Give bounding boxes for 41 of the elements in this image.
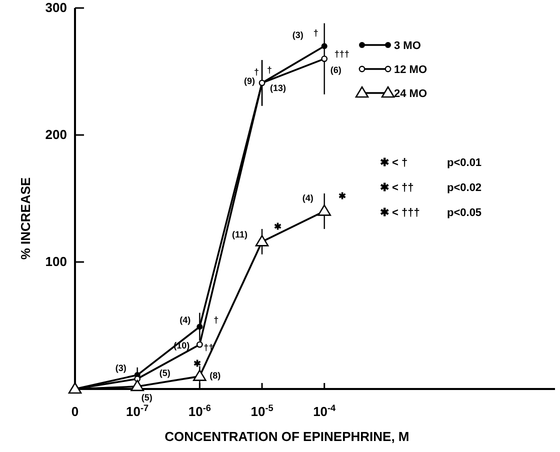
annotation: (3) [292, 30, 304, 40]
text: ✱ < † [380, 157, 408, 169]
x-tick-label: 10$^{-7}$ [126, 403, 149, 419]
annotation: ††† [334, 48, 350, 59]
annotation: (4) [180, 314, 191, 325]
legend-label: 24 MO [394, 88, 428, 100]
annotation: † [313, 28, 318, 38]
annotation: (11) [232, 230, 248, 240]
legend-label: 3 MO [394, 40, 422, 52]
x-tick-label: 10$^{-4}$ [313, 403, 337, 419]
annotation: (5) [141, 392, 152, 402]
legend-entry: 3 MO [359, 40, 421, 52]
annotation: † [267, 64, 272, 75]
annotation: †† [204, 342, 214, 353]
text: p<0.02 [447, 182, 482, 194]
legend-label: 12 MO [394, 64, 428, 76]
text: p<0.01 [447, 157, 482, 169]
annotation: (4) [302, 193, 314, 204]
annotation: (13) [270, 82, 286, 93]
legend-entry: 12 MO [358, 64, 428, 76]
x-tick-label: 10$^{-5}$ [250, 403, 274, 419]
annotation: † [254, 66, 260, 77]
x-tick-label: 0 [71, 404, 79, 419]
text: ✱ < †† [380, 182, 414, 194]
y-axis-title: % INCREASE [18, 177, 33, 260]
y-tick-label: 200 [45, 127, 67, 142]
annotation: ✱ [338, 191, 346, 202]
x-tick-label: 10$^{-6}$ [188, 403, 211, 419]
annotation: † [214, 314, 219, 325]
annotation: (8) [210, 370, 221, 380]
annotation: ✱ [194, 358, 202, 368]
annotation: (3) [115, 363, 126, 374]
y-tick-label: 100 [45, 254, 67, 270]
annotation: (6) [330, 64, 342, 75]
text: ✱ < ††† [380, 207, 420, 219]
annotation: (9) [244, 76, 256, 86]
annotation: ✱ [274, 222, 282, 232]
annotation: (5) [159, 368, 170, 378]
text: p<0.05 [447, 207, 482, 219]
x-axis-title: CONCENTRATION OF EPINEPHRINE, M [164, 429, 410, 444]
y-tick-label: 300 [45, 0, 67, 16]
